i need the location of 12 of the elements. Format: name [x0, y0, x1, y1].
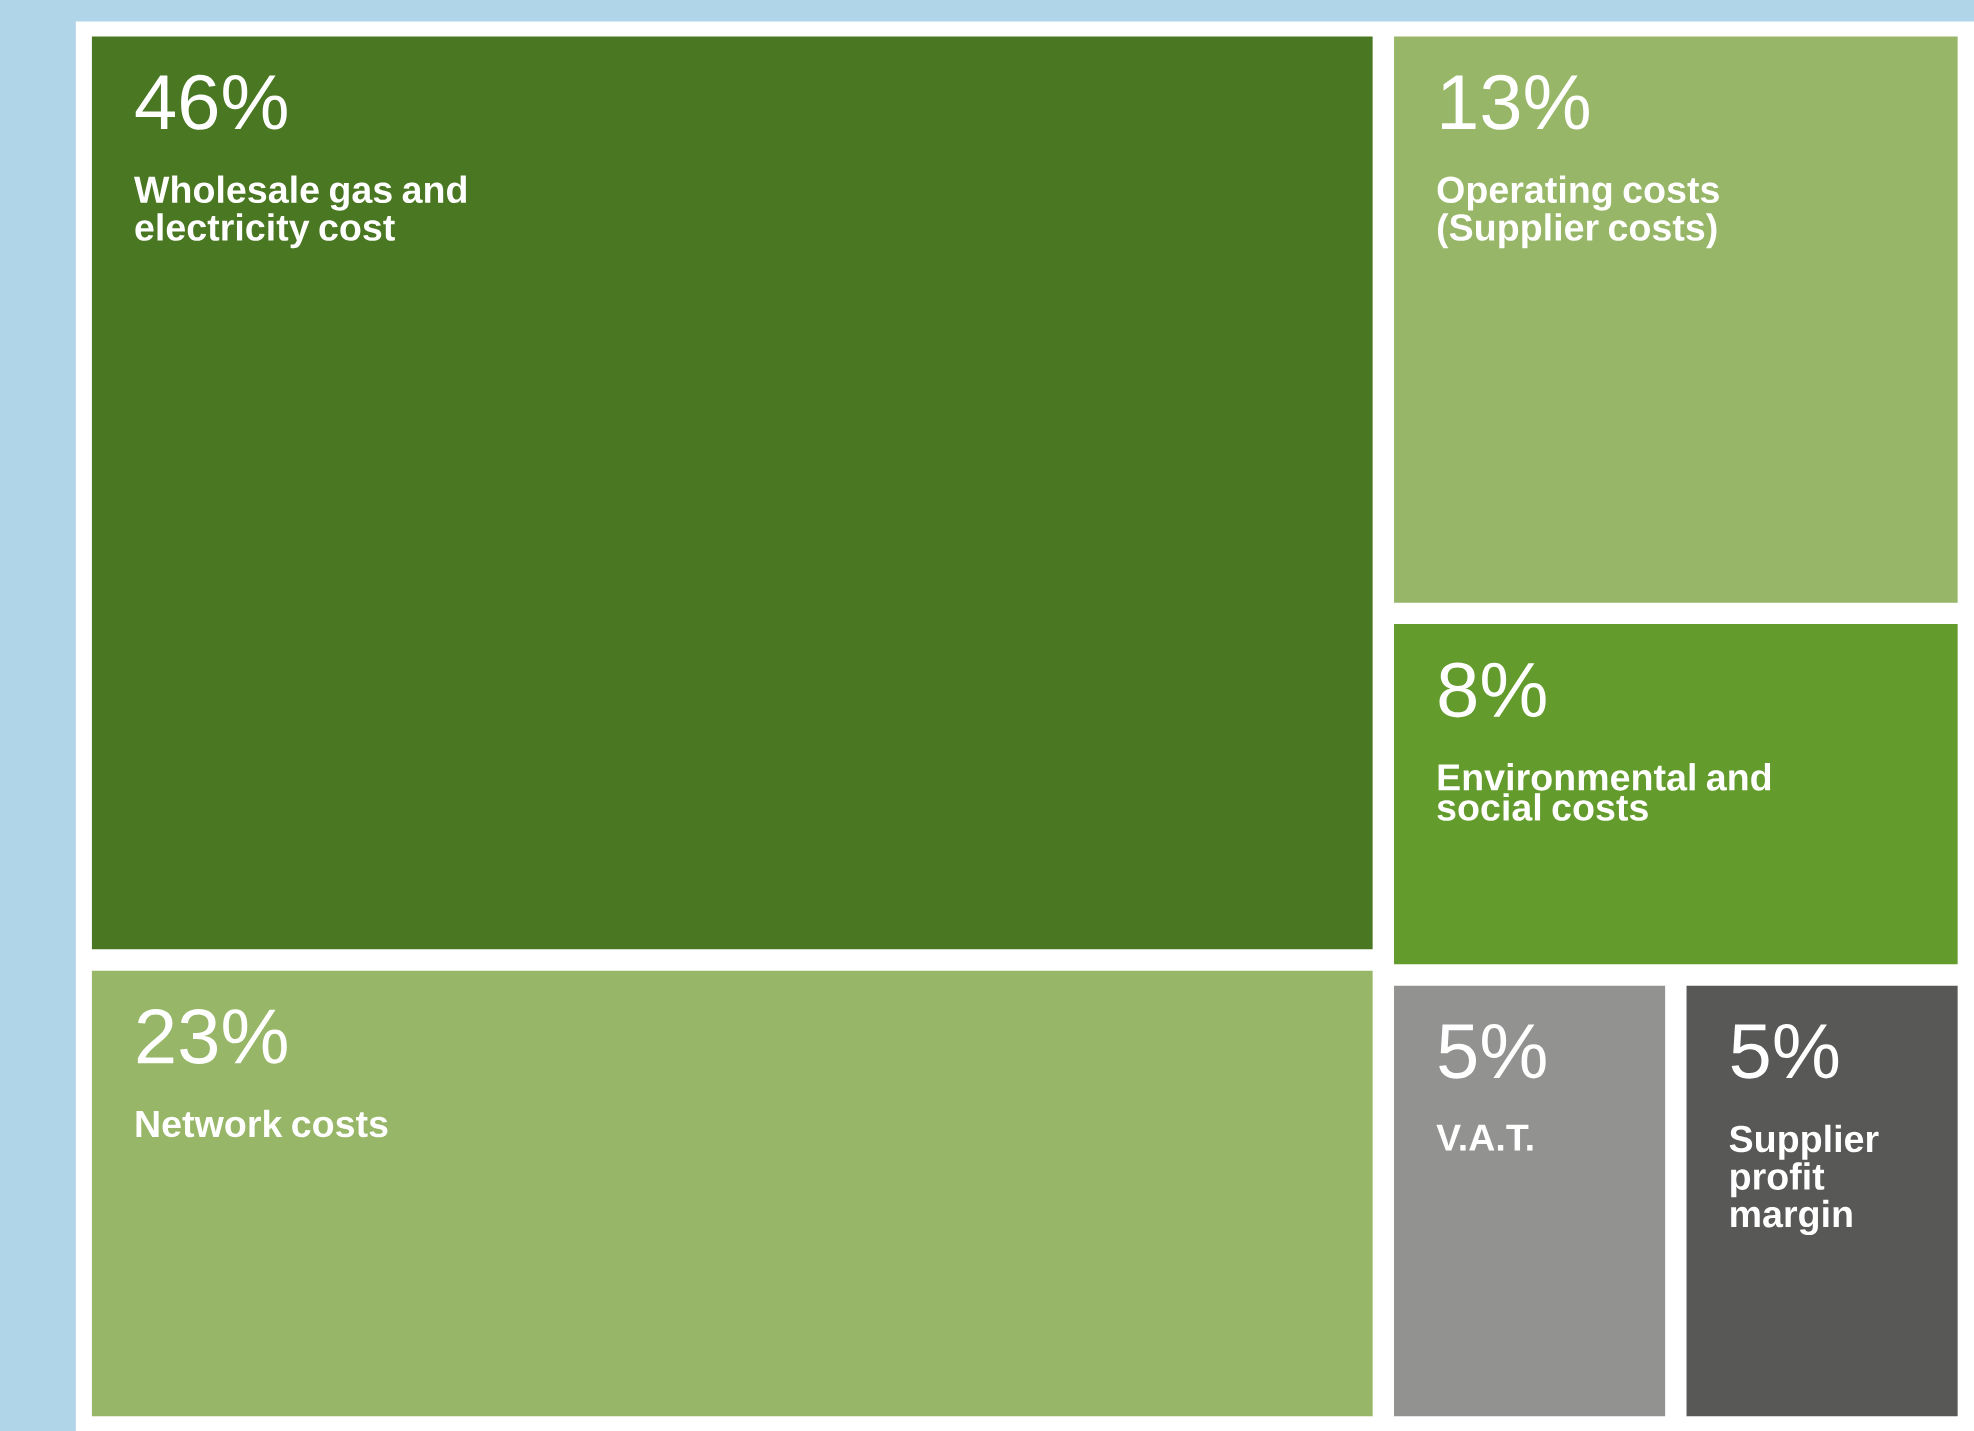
data-label: 5%	[1439, 1023, 1546, 1079]
category-label: Environmental and social costs	[1437, 762, 1771, 821]
category-label: V.A.T.	[1436, 1124, 1533, 1151]
category-label: Wholesale gas and electricity cost	[134, 175, 466, 249]
data-label: 8%	[1439, 662, 1546, 718]
category-label: Supplier profit margin	[1729, 1124, 1879, 1235]
category-label: Network costs	[136, 1109, 388, 1138]
data-label: 23%	[137, 1008, 287, 1064]
category-label: Operating costs (Supplier costs)	[1437, 175, 1719, 249]
data-label: 46%	[135, 74, 287, 130]
data-label: 13%	[1442, 74, 1589, 130]
data-label: 5%	[1731, 1023, 1839, 1079]
